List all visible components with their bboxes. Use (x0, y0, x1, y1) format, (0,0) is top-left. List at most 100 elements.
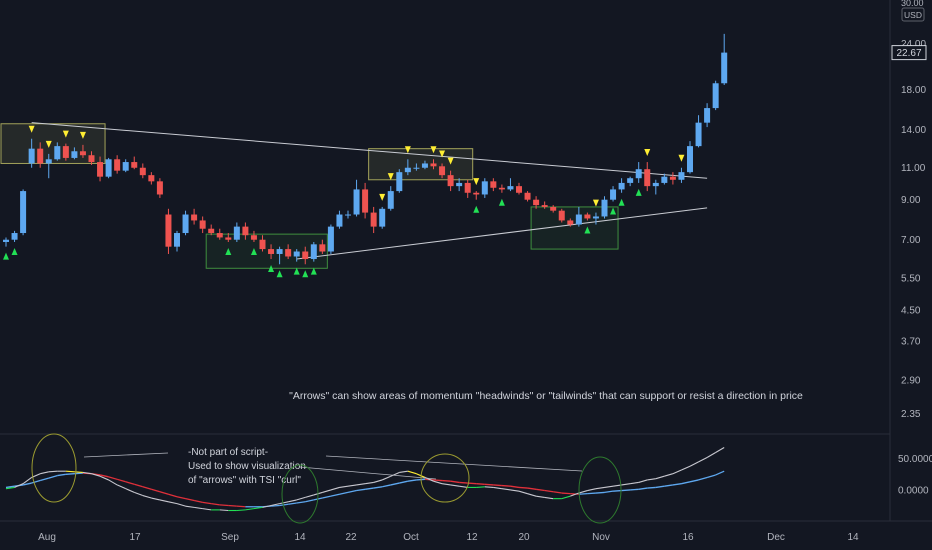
candle-body (490, 181, 497, 188)
tsi-line-segment (322, 489, 332, 493)
tsi-signal-segment (347, 489, 357, 494)
candle-body (678, 172, 685, 180)
tsi-signal-segment (433, 479, 443, 482)
candle-body (293, 251, 300, 257)
arrow-up-signal (11, 248, 18, 256)
candle-body (550, 206, 557, 211)
tsi-line-segment (245, 508, 255, 511)
candle-body (156, 181, 163, 195)
tsi-line-segment (587, 488, 597, 492)
candle-body (473, 192, 480, 195)
tsi-signal-segment (553, 491, 562, 494)
tsi-signal-segment (330, 493, 340, 497)
arrow-down-signal (79, 131, 86, 139)
time-tick-label: 22 (345, 532, 357, 543)
price-tick-label: 7.00 (901, 235, 921, 246)
arrow-up-signal (498, 198, 505, 206)
highlight-box (0, 123, 106, 164)
tsi-signal-segment (715, 470, 725, 476)
tsi-signal-segment (193, 499, 203, 504)
tsi-signal-segment (228, 504, 237, 507)
candle-body (558, 210, 565, 221)
candle-body (652, 182, 659, 187)
trendline[interactable] (31, 122, 708, 179)
candle-body (28, 148, 35, 164)
tsi-line-segment (339, 485, 349, 488)
candle-body (704, 108, 711, 123)
tsi-signal-segment (518, 486, 528, 489)
candle-body (712, 83, 719, 109)
price-axis[interactable]: 24.00 18.00 14.00 11.00 9.00 7.00 5.50 4.50 3.70… (901, 39, 926, 420)
time-axis[interactable]: Aug 17 Sep 14 22 Oct 12 20 Nov 16 Dec 14 (38, 532, 859, 543)
arrow-down-signal (404, 146, 411, 154)
arrow-up-signal (310, 267, 317, 275)
tsi-axis: 50.0000 0.0000 (898, 454, 932, 496)
tsi-line-segment (142, 495, 152, 499)
price-tick-label: 2.90 (901, 376, 921, 387)
tsi-line-segment (14, 483, 24, 488)
time-tick-label: Nov (592, 532, 610, 543)
candle-body (345, 214, 351, 216)
momentum-annotation: "Arrows" can show areas of momentum "hea… (289, 390, 803, 402)
currency-badge[interactable]: USD (904, 10, 922, 20)
price-tick-label: 4.50 (901, 306, 921, 317)
tsi-signal-segment (65, 473, 75, 475)
candle-body (174, 233, 180, 247)
tsi-signal-segment (373, 486, 383, 489)
tsi-signal-segment (672, 483, 682, 486)
tsi-line-segment (305, 494, 314, 498)
note-pointer-line (299, 466, 437, 480)
tsi-line-segment (706, 452, 716, 458)
candle-body (3, 239, 9, 243)
arrow-up-signal (584, 226, 591, 234)
candle-body (575, 214, 582, 225)
highlight-box (205, 233, 328, 269)
candle-body (379, 208, 386, 227)
candle-body (687, 146, 693, 173)
arrow-up-signal (250, 248, 257, 256)
tsi-signal-segment (322, 495, 332, 499)
tsi-signal-segment (527, 487, 537, 490)
arrow-up-signal (618, 198, 625, 206)
candle-body (259, 239, 266, 250)
time-tick-label: Aug (38, 532, 56, 543)
arrow-down-signal (379, 193, 386, 201)
candle-body (370, 212, 377, 227)
tsi-line-segment (65, 470, 75, 473)
tsi-signal-segment (5, 485, 15, 489)
note-pointer-line (325, 455, 583, 472)
arrow-down-signal (28, 125, 35, 133)
tsi-line-segment (604, 485, 614, 488)
tsi-signal-segment (510, 485, 520, 489)
tsi-line-segment (672, 469, 682, 475)
candle-body (131, 162, 138, 168)
tsi-signal-segment (647, 486, 656, 489)
trendline[interactable] (296, 207, 708, 260)
candle-body (319, 244, 326, 252)
tsi-signal-segment (595, 491, 605, 494)
tsi-signal-segment (561, 492, 571, 495)
curl-circle-green (281, 464, 319, 524)
candle-body (71, 151, 78, 158)
time-tick-label: 17 (129, 532, 141, 543)
price-tick-label: 9.00 (901, 195, 921, 206)
tsi-line-segment (681, 465, 691, 471)
tsi-signal-segment (99, 474, 109, 478)
tsi-signal-segment (630, 488, 639, 491)
tsi-signal-segment (501, 484, 511, 487)
tsi-signal-segment (621, 489, 631, 492)
tsi-signal-segment (168, 493, 178, 498)
candle-body (447, 175, 454, 187)
candle-body (250, 235, 257, 240)
tsi-signal-segment (108, 476, 118, 480)
tsi-line-segment (159, 499, 169, 503)
tsi-signal-segment (116, 478, 126, 483)
candle-body (310, 244, 317, 260)
tsi-line-segment (698, 456, 708, 463)
arrow-up-signal (276, 270, 283, 278)
candle-body (644, 169, 651, 187)
tsi-signal-segment (578, 493, 588, 495)
tsi-line-segment (82, 471, 92, 475)
tsi-line-segment (536, 495, 545, 498)
